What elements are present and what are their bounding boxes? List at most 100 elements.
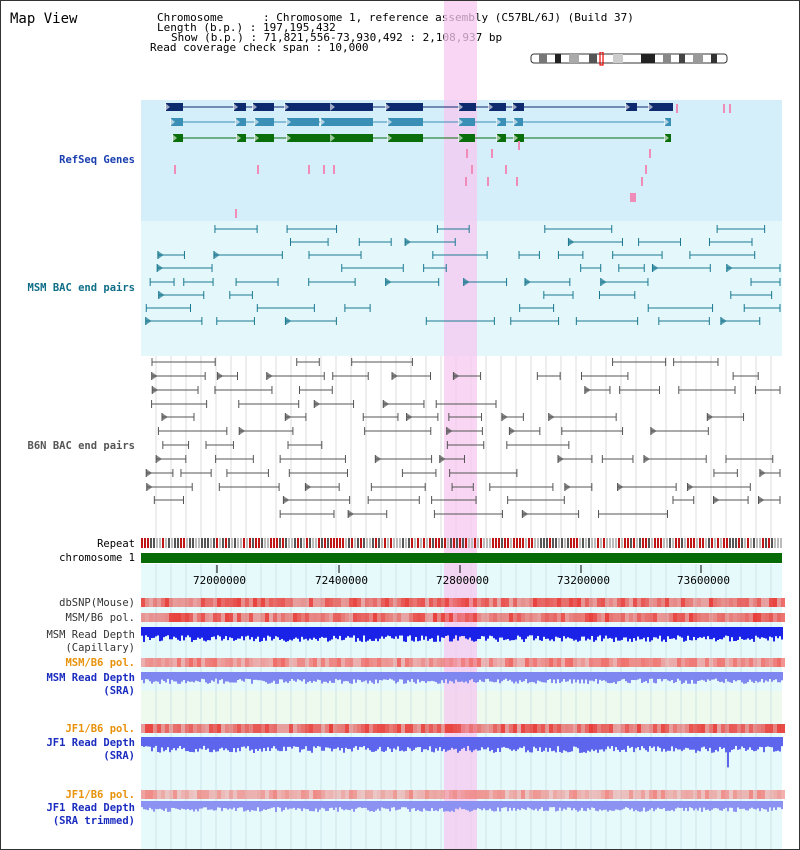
jf1-depth-sra-bar: [195, 737, 197, 750]
jf1-depth-sra-bar: [779, 737, 781, 752]
msm-depth-cap-bar: [229, 627, 231, 638]
msm-pol-heat: [273, 613, 277, 622]
msm-depth-sra-bar: [501, 672, 503, 682]
jf1-depth-sra-bar: [631, 737, 633, 747]
jf1-pol2-heat: [725, 790, 729, 799]
msm-pol2-heat: [217, 658, 221, 667]
jf1-depth-trim-bar: [747, 801, 749, 811]
dbsnp-heat: [481, 598, 485, 607]
repeat-block: [369, 538, 371, 548]
msm-pol-heat: [177, 613, 181, 622]
jf1-depth-trim-bar: [735, 801, 737, 812]
msm-depth-sra-bar: [239, 672, 241, 680]
repeat-block: [324, 538, 326, 548]
dbsnp-heat: [485, 598, 489, 607]
msm-depth-cap-bar: [571, 627, 573, 639]
msm-depth-sra-bar: [471, 672, 473, 680]
jf1-pol2-heat: [333, 790, 337, 799]
msm-pol-heat: [769, 613, 773, 622]
jf1-depth-sra-bar: [405, 737, 407, 751]
jf1-depth-trim-bar: [599, 801, 601, 810]
msm-depth-cap-bar: [367, 627, 369, 641]
track-label-msm-bac[interactable]: MSM BAC end pairs: [27, 282, 135, 294]
jf1-depth-trim-bar: [707, 801, 709, 810]
msm-depth-sra-bar: [771, 672, 773, 682]
dbsnp-heat: [553, 598, 557, 607]
repeat-block: [576, 538, 578, 548]
track-label-jf1-depth-sra[interactable]: JF1 Read Depth: [46, 737, 135, 749]
msm-depth-cap-bar: [583, 627, 585, 637]
msm-pol-heat: [173, 613, 177, 622]
msm-depth-sra-bar: [629, 672, 631, 684]
repeat-block: [738, 538, 740, 548]
track-label-msm-b6-pol-2[interactable]: MSM/B6 pol.: [65, 657, 135, 669]
jf1-depth-sra-bar: [233, 737, 235, 749]
track-label-dbsnp[interactable]: dbSNP(Mouse): [59, 597, 135, 609]
jf1-depth-trim-bar: [331, 801, 333, 808]
chromosome-ideogram[interactable]: [529, 52, 729, 66]
jf1-pol-heat: [697, 724, 701, 733]
msm-pol-heat: [645, 613, 649, 622]
track-label-repeat[interactable]: Repeat: [97, 538, 135, 550]
jf1-depth-sra-bar: [585, 737, 587, 753]
jf1-pol-heat: [757, 724, 761, 733]
track-label-jf1-b6-pol-1[interactable]: JF1/B6 pol.: [65, 723, 135, 735]
msm-pol2-heat: [665, 658, 669, 667]
track-label-chromosome[interactable]: chromosome 1: [59, 552, 135, 564]
msm-pol2-heat: [169, 658, 173, 667]
jf1-depth-sra-bar: [583, 737, 585, 753]
track-label-b6n-bac[interactable]: B6N BAC end pairs: [27, 440, 135, 452]
msm-depth-sra-bar: [675, 672, 677, 683]
msm-depth-sra-bar: [431, 672, 433, 681]
track-label-refseq[interactable]: RefSeq Genes: [59, 154, 135, 166]
jf1-depth-trim-bar: [679, 801, 681, 809]
jf1-depth-sra-bar: [183, 737, 185, 748]
msm-depth-sra-bar: [591, 672, 593, 681]
jf1-depth-sra-bar: [667, 737, 669, 751]
dbsnp-heat: [505, 598, 509, 607]
msm-depth-cap-bar: [705, 627, 707, 640]
msm-depth-cap-bar: [167, 627, 169, 636]
track-label-jf1-depth-trim[interactable]: JF1 Read Depth: [46, 802, 135, 814]
jf1-depth-trim-bar: [505, 801, 507, 808]
jf1-depth-trim-bar: [681, 801, 683, 808]
repeat-block: [300, 538, 302, 548]
dbsnp-heat: [337, 598, 341, 607]
repeat-block: [723, 538, 725, 548]
msm-pol2-heat: [649, 658, 653, 667]
msm-depth-sra-bar: [225, 672, 227, 682]
msm-pol2-heat: [141, 658, 145, 667]
jf1-pol2-heat: [141, 790, 145, 799]
track-label-msm-depth-cap[interactable]: MSM Read Depth: [46, 629, 135, 641]
msm-depth-cap-bar: [333, 627, 335, 636]
track-label-jf1-b6-pol-2[interactable]: JF1/B6 pol.: [65, 789, 135, 801]
msm-pol-heat: [657, 613, 661, 622]
dbsnp-heat: [609, 598, 613, 607]
track-label-msm-b6-pol-1[interactable]: MSM/B6 pol.: [65, 612, 135, 624]
msm-depth-cap-bar: [739, 627, 741, 637]
msm-depth-cap-bar: [641, 627, 643, 640]
jf1-depth-trim-bar: [651, 801, 653, 809]
jf1-depth-trim-bar: [615, 801, 617, 810]
jf1-depth-trim-bar: [607, 801, 609, 812]
dbsnp-heat: [257, 598, 261, 607]
msm-pol-heat: [753, 613, 757, 622]
msm-pol-heat: [521, 613, 525, 622]
jf1-depth-trim-bar: [417, 801, 419, 810]
jf1-depth-sra-bar: [159, 737, 161, 753]
b6n-bac-arrow: [239, 427, 246, 435]
jf1-pol-heat: [601, 724, 605, 733]
repeat-block: [678, 538, 680, 548]
msm-depth-cap-bar: [667, 627, 669, 637]
jf1-depth-trim-bar: [189, 801, 191, 811]
msm-depth-cap-bar: [731, 627, 733, 638]
dbsnp-heat: [589, 598, 593, 607]
msm-pol2-heat: [449, 658, 453, 667]
msm-depth-sra-bar: [467, 672, 469, 684]
track-label-msm-depth-sra[interactable]: MSM Read Depth: [46, 672, 135, 684]
jf1-depth-trim-bar: [407, 801, 409, 810]
msm-depth-sra-bar: [641, 672, 643, 684]
jf1-depth-trim-bar: [453, 801, 455, 812]
msm-depth-sra-bar: [257, 672, 259, 681]
